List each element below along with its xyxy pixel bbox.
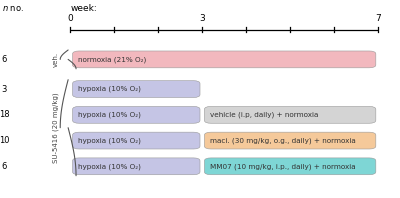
Text: veh.: veh. bbox=[53, 52, 59, 67]
Text: 10: 10 bbox=[0, 136, 10, 145]
Text: hypoxia (10% O₂): hypoxia (10% O₂) bbox=[78, 86, 141, 92]
Text: vehicle (i.p, daily) + normoxia: vehicle (i.p, daily) + normoxia bbox=[210, 112, 318, 118]
Text: 0: 0 bbox=[68, 14, 73, 23]
Text: 7: 7 bbox=[375, 14, 381, 23]
Text: MM07 (10 mg/kg, i.p., daily) + normoxia: MM07 (10 mg/kg, i.p., daily) + normoxia bbox=[210, 163, 355, 169]
Text: 3: 3 bbox=[199, 14, 205, 23]
FancyBboxPatch shape bbox=[72, 106, 200, 123]
Text: $n$ no.: $n$ no. bbox=[2, 4, 24, 13]
FancyBboxPatch shape bbox=[204, 106, 376, 123]
Text: 18: 18 bbox=[0, 110, 10, 119]
Text: 6: 6 bbox=[2, 162, 7, 171]
Text: hypoxia (10% O₂): hypoxia (10% O₂) bbox=[78, 163, 141, 169]
Text: maci. (30 mg/kg, o.g., daily) + normoxia: maci. (30 mg/kg, o.g., daily) + normoxia bbox=[210, 137, 356, 144]
FancyBboxPatch shape bbox=[72, 81, 200, 97]
FancyBboxPatch shape bbox=[72, 158, 200, 175]
Text: normoxia (21% O₂): normoxia (21% O₂) bbox=[78, 56, 146, 63]
Text: hypoxia (10% O₂): hypoxia (10% O₂) bbox=[78, 137, 141, 144]
Text: 6: 6 bbox=[2, 55, 7, 64]
Text: week:: week: bbox=[70, 4, 97, 13]
FancyBboxPatch shape bbox=[72, 51, 376, 68]
Text: SU-5416 (20 mg/kg): SU-5416 (20 mg/kg) bbox=[52, 92, 59, 163]
FancyBboxPatch shape bbox=[204, 132, 376, 149]
Text: hypoxia (10% O₂): hypoxia (10% O₂) bbox=[78, 112, 141, 118]
Text: 3: 3 bbox=[2, 85, 7, 94]
FancyBboxPatch shape bbox=[204, 158, 376, 175]
FancyBboxPatch shape bbox=[72, 132, 200, 149]
